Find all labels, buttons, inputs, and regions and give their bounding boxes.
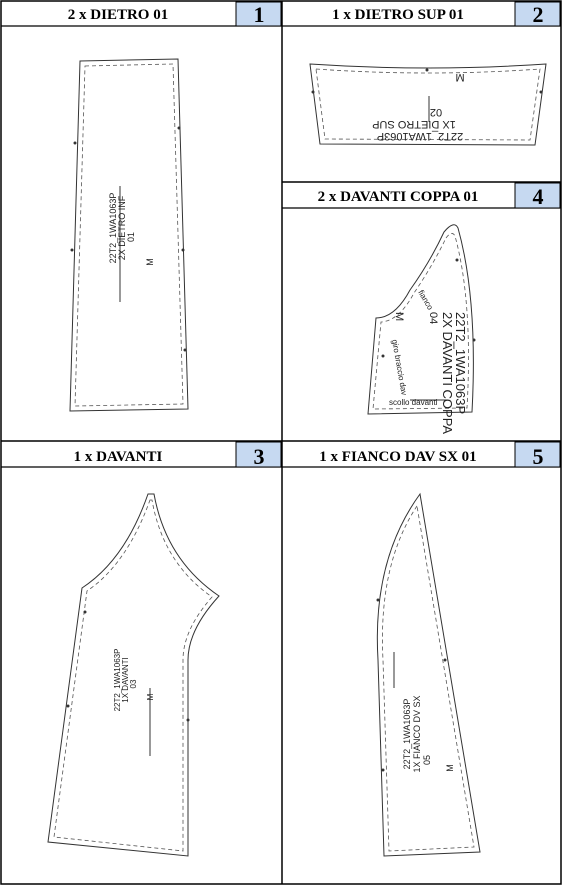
piece-name-label: 1X FIANCO DV SX [412, 695, 422, 772]
piece-num-label: 03 [129, 679, 138, 688]
giro-braccio-label: giro braccio dav [390, 339, 409, 396]
size-label: M [393, 312, 405, 321]
header-piece-1: 2 x DIETRO 01 1 [1, 1, 282, 27]
piece-num-label: 01 [126, 232, 136, 242]
piece-number: 4 [533, 184, 544, 209]
piece-code-label: 22T2_1WA1063P [453, 312, 468, 414]
piece-number: 2 [533, 2, 544, 27]
piece-name-label: 2X DIETRO INF [117, 195, 127, 260]
piece-title: 2 x DAVANTI COPPA 01 [318, 189, 479, 205]
piece-number: 3 [254, 444, 265, 469]
size-label: M [146, 693, 155, 700]
scollo-label: scollo davanti [389, 398, 438, 407]
piece-title: 1 x DAVANTI [74, 449, 163, 465]
piece-code-label: 22T2_1WA1063P [108, 193, 118, 264]
header-piece-3: 1 x DAVANTI 3 [1, 441, 282, 469]
pattern-piece-fianco-dav-sx: 22T2_1WA1063P 1X FIANCO DV SX 05 M [376, 492, 481, 857]
piece-name-label: 1X DIETRO SUP [372, 118, 456, 130]
piece-num-label: 04 [427, 312, 439, 324]
piece-title: 1 x FIANCO DAV SX 01 [319, 449, 476, 465]
piece-name-label: 2X DAVANTI COPPA [440, 312, 455, 434]
piece-number: 5 [533, 444, 544, 469]
notches [70, 126, 187, 352]
header-piece-5: 1 x FIANCO DAV SX 01 5 [282, 441, 561, 469]
piece-num-label: 05 [422, 755, 432, 765]
piece-code-label: 22T2_1WA1063P [377, 130, 463, 142]
header-piece-4: 2 x DAVANTI COPPA 01 4 [282, 182, 561, 209]
size-label: M [455, 71, 464, 83]
piece-code-label: 22T2_1WA1063P [113, 649, 122, 712]
fianco-label: fianco [416, 289, 435, 312]
pattern-piece-dietro: 22T2_1WA1063P 2X DIETRO INF 01 M [69, 58, 189, 412]
pattern-piece-dietro-sup: 22T2_1WA1063P 1X DIETRO SUP 02 M [309, 63, 547, 146]
piece-number: 1 [254, 2, 265, 27]
pattern-piece-davanti: 22T2_1WA1063P 1X DAVANTI 03 M [47, 493, 220, 857]
header-piece-2: 1 x DIETRO SUP 01 2 [282, 1, 561, 27]
piece-num-label: 02 [430, 106, 442, 118]
size-label: M [445, 764, 455, 772]
size-label: M [145, 258, 155, 266]
piece-name-label: 1X DAVANTI [121, 657, 130, 703]
piece-title: 2 x DIETRO 01 [68, 7, 168, 23]
pattern-piece-davanti-coppa: 22T2_1WA1063P 2X DAVANTI COPPA 04 M fian… [367, 224, 476, 434]
piece-title: 1 x DIETRO SUP 01 [332, 7, 464, 23]
piece-code-label: 22T2_1WA1063P [402, 699, 412, 770]
